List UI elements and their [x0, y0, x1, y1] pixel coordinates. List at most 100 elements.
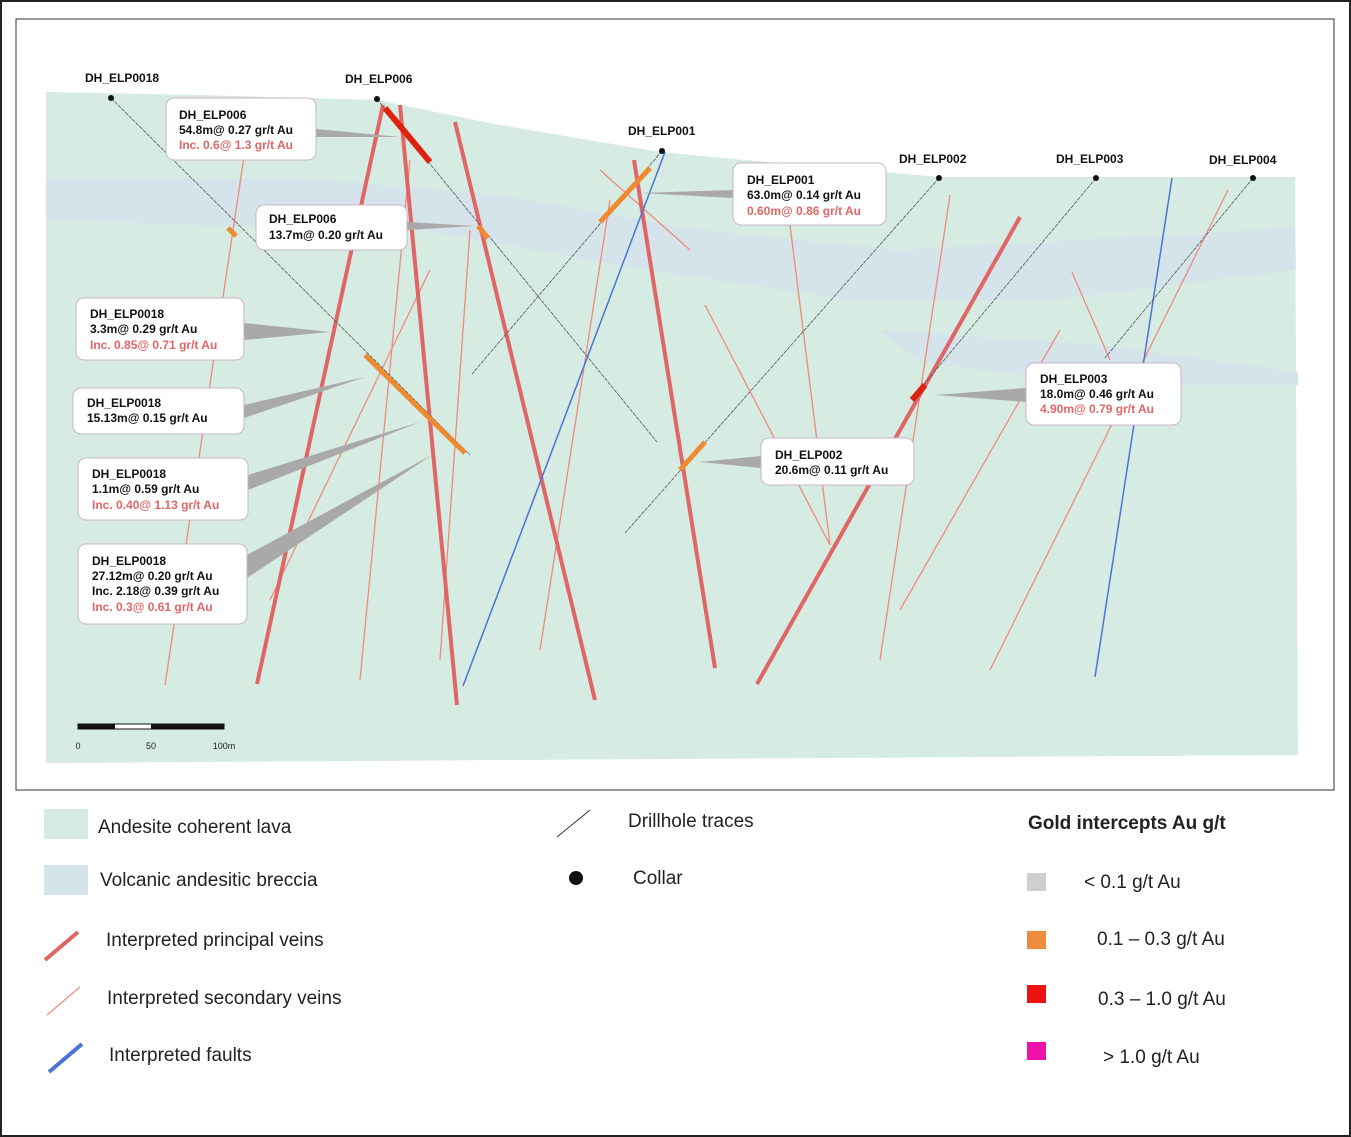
trace: [914, 177, 1097, 396]
collar: [1093, 175, 1099, 181]
legend-label: Interpreted faults: [109, 1045, 252, 1066]
drillhole-label: DH_ELP0018: [85, 71, 159, 85]
callout-text: DH_ELP006: [269, 212, 337, 226]
callout-text: 4.90m@ 0.79 gr/t Au: [1040, 402, 1154, 416]
callout-text: Inc. 2.18@ 0.39 gr/t Au: [92, 584, 219, 598]
collar: [1250, 175, 1256, 181]
callout-text: DH_ELP0018: [90, 307, 164, 321]
pointer: [244, 323, 330, 340]
intercepts: [226, 106, 928, 472]
pointer: [407, 222, 475, 230]
callout-text: 63.0m@ 0.14 gr/t Au: [747, 188, 861, 202]
secondary-vein: [704, 304, 831, 546]
callout-box: [75, 297, 245, 361]
callouts: DH_ELP006 54.8m@ 0.27 gr/t Au Inc. 0.6@ …: [72, 97, 1182, 625]
secondary-vein: [989, 189, 1229, 671]
callout-text: 18.0m@ 0.46 gr/t Au: [1040, 387, 1154, 401]
legend-swatch: [569, 871, 583, 885]
scale-label: 50: [146, 741, 156, 751]
legend-swatch: [1027, 873, 1046, 891]
legend-label: Volcanic andesitic breccia: [100, 870, 318, 891]
collar: [108, 95, 114, 101]
callout-text: 13.7m@ 0.20 gr/t Au: [269, 228, 383, 242]
intercept: [598, 166, 652, 224]
collars: [108, 95, 1256, 181]
callout-box: [1025, 362, 1182, 426]
pointer: [316, 129, 400, 137]
legend-swatch: [1027, 1042, 1046, 1060]
callout-box: [255, 204, 408, 251]
callout-text: 27.12m@ 0.20 gr/t Au: [92, 569, 213, 583]
trace: [1104, 177, 1254, 359]
intercept: [909, 383, 928, 402]
trace: [624, 177, 940, 534]
callout-box: [760, 437, 915, 486]
legend-swatch: [46, 986, 81, 1016]
secondary-vein: [879, 194, 951, 661]
collar: [659, 148, 665, 154]
legend-label: 0.1 – 0.3 g/t Au: [1097, 929, 1225, 950]
intercept: [226, 226, 238, 238]
legend-label: > 1.0 g/t Au: [1103, 1047, 1200, 1068]
legend-swatch: [1027, 931, 1046, 949]
scale-segment: [78, 724, 115, 729]
legend-swatch: [47, 1042, 84, 1074]
intercept: [678, 440, 707, 472]
drillhole-labels: DH_ELP0018 DH_ELP006 DH_ELP001 DH_ELP002…: [85, 71, 1277, 167]
legend-title: Gold intercepts Au g/t: [1028, 813, 1226, 834]
callout-text: 20.6m@ 0.11 gr/t Au: [775, 463, 888, 477]
secondary-vein: [789, 224, 831, 546]
callout-text: DH_ELP0018: [92, 467, 166, 481]
callout-text: 0.60m@ 0.86 gr/t Au: [747, 204, 861, 218]
secondary-vein: [539, 199, 611, 651]
pointer: [935, 388, 1026, 402]
legend-label: < 0.1 g/t Au: [1084, 872, 1181, 893]
callout-text: 54.8m@ 0.27 gr/t Au: [179, 123, 293, 137]
drillhole-label: DH_ELP002: [899, 152, 967, 166]
callout-text: DH_ELP0018: [87, 396, 161, 410]
legend: Andesite coherent lava Volcanic andesiti…: [43, 809, 1226, 1074]
callout-box: [165, 97, 317, 161]
legend-swatch: [44, 809, 88, 839]
fault: [1094, 177, 1173, 678]
pointer: [248, 422, 420, 490]
pointer: [700, 456, 761, 468]
pointer: [247, 455, 432, 578]
legend-label: Drillhole traces: [628, 811, 754, 832]
secondary-vein: [599, 169, 691, 251]
callout-pointers: [244, 129, 1026, 578]
scale-label: 0: [75, 741, 80, 751]
scale-segment: [151, 724, 224, 729]
principal-vein: [632, 159, 717, 669]
scale-bar: 0 50 100m: [75, 723, 236, 751]
callout-text: 15.13m@ 0.15 gr/t Au: [87, 411, 208, 425]
intercept: [363, 353, 467, 455]
legend-swatch: [1027, 985, 1046, 1003]
legend-label: Interpreted principal veins: [106, 930, 324, 951]
pointer: [640, 190, 733, 198]
callout-text: Inc. 0.3@ 0.61 gr/t Au: [92, 600, 213, 614]
drillhole-label: DH_ELP006: [345, 72, 413, 86]
drillhole-label: DH_ELP003: [1056, 152, 1124, 166]
callout-text: 3.3m@ 0.29 gr/t Au: [90, 322, 197, 336]
collar: [936, 175, 942, 181]
callout-text: DH_ELP006: [179, 108, 247, 122]
drillhole-label: DH_ELP004: [1209, 153, 1277, 167]
callout-box: [77, 543, 248, 625]
intercept: [382, 106, 433, 164]
legend-label: 0.3 – 1.0 g/t Au: [1098, 989, 1226, 1010]
callout-text: DH_ELP0018: [92, 554, 166, 568]
callout-text: DH_ELP002: [775, 448, 843, 462]
legend-label: Andesite coherent lava: [98, 817, 292, 838]
callout-text: Inc. 0.85@ 0.71 gr/t Au: [90, 338, 217, 352]
legend-swatch: [556, 809, 591, 838]
callout-text: 1.1m@ 0.59 gr/t Au: [92, 482, 199, 496]
faults: [462, 151, 1173, 687]
pointer: [244, 377, 365, 418]
secondary-vein: [269, 269, 431, 601]
legend-label: Collar: [633, 868, 683, 889]
callout-box: [72, 387, 245, 435]
breccia-band: [880, 330, 1298, 385]
drillhole-label: DH_ELP001: [628, 124, 696, 138]
scale-label: 100m: [213, 741, 236, 751]
